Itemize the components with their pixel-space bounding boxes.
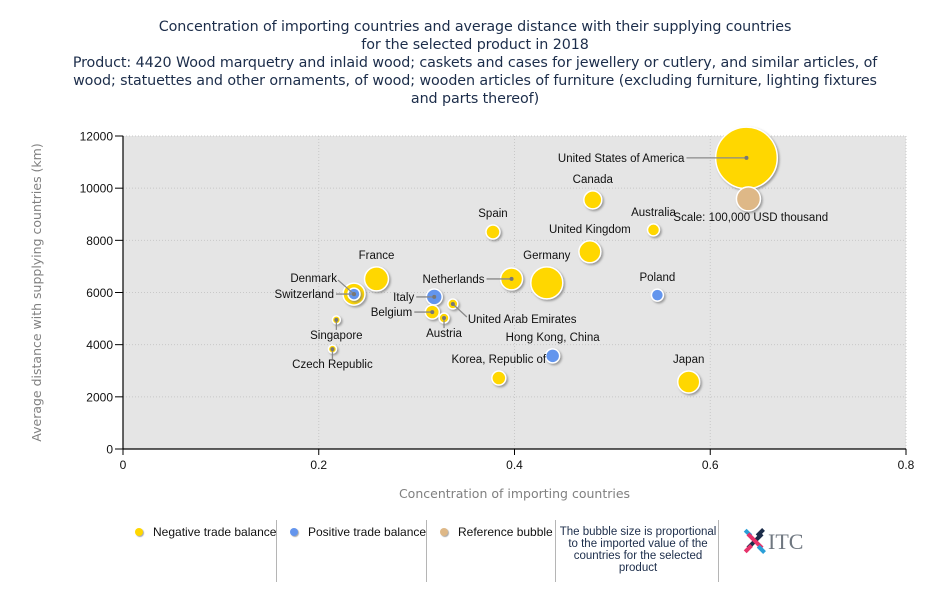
bubble-poland — [650, 288, 665, 302]
axes: 0 2000 4000 6000 8000 10000 12000 0 0.2 0.4 0.6 0.8 — [80, 130, 915, 473]
x-axis-label: Concentration of importing countries — [399, 486, 630, 501]
tan-dot-icon — [440, 528, 448, 536]
label-hong-kong-china: Hong Kong, China — [506, 332, 601, 344]
title-line: for the selected product in 2018 — [361, 37, 589, 53]
bubble-hong-kong-china — [544, 348, 561, 364]
bubble-france — [363, 266, 390, 292]
leader-dot — [744, 155, 749, 160]
itc-logo[interactable]: ITC — [742, 528, 812, 554]
gridlines — [123, 135, 907, 449]
leader-line — [337, 279, 355, 295]
leader-dot — [432, 294, 437, 299]
y-tick-label: 2000 — [86, 390, 113, 404]
bubble-united-kingdom — [578, 240, 602, 264]
legend-divider — [426, 520, 427, 582]
label-denmark: Denmark — [290, 273, 337, 285]
label-france: France — [359, 250, 395, 262]
title-line: wood; statuettes and other ornaments, of… — [73, 73, 877, 89]
label-singapore: Singapore — [310, 330, 362, 342]
x-tick-label: 0.4 — [506, 458, 523, 472]
bubble-australia — [646, 223, 661, 237]
legend-divider — [276, 520, 277, 582]
label-poland: Poland — [639, 272, 675, 284]
y-tick-label: 4000 — [86, 338, 113, 352]
label-canada: Canada — [573, 174, 614, 186]
label-germany: Germany — [523, 250, 571, 262]
x-tick-label: 0.2 — [310, 458, 327, 472]
label-korea-republic-of: Korea, Republic of — [452, 354, 547, 366]
label-switzerland: Switzerland — [275, 289, 334, 301]
bubble-korea-republic-of — [491, 370, 507, 386]
leader-dot — [330, 347, 335, 352]
x-tick-label: 0.6 — [702, 458, 719, 472]
itc-logo-text: ITC — [768, 529, 804, 554]
label-austria: Austria — [426, 328, 462, 340]
yellow-dot-icon — [135, 528, 143, 536]
title-line: Concentration of importing countries and… — [158, 19, 792, 35]
bubble-spain — [485, 224, 501, 240]
label-spain: Spain — [478, 208, 507, 220]
leader-dot — [430, 310, 435, 315]
y-tick-label: 6000 — [86, 286, 113, 300]
legend-label: Reference bubble — [458, 525, 553, 539]
legend-divider — [718, 520, 719, 582]
label-netherlands: Netherlands — [423, 274, 485, 286]
leader-dot — [334, 317, 339, 322]
y-tick-label: 12000 — [80, 130, 114, 144]
legend-label: Positive trade balance — [308, 525, 427, 539]
leader-dot — [450, 301, 455, 306]
label-united-states-of-america: United States of America — [558, 153, 685, 165]
title-line: Product: 4420 Wood marquetry and inlaid … — [72, 55, 878, 71]
y-tick-label: 0 — [106, 443, 113, 457]
bubble-labels: United States of America Scale: 100,000 U… — [275, 153, 829, 371]
y-tick-label: 8000 — [86, 234, 113, 248]
y-tick-label: 10000 — [80, 182, 114, 196]
leader-dot — [442, 316, 447, 321]
label-italy: Italy — [393, 292, 414, 304]
label-japan: Japan — [673, 354, 704, 366]
bubble-japan — [676, 370, 701, 394]
bubble-chart: 0 2000 4000 6000 8000 10000 12000 0 0.2 0.4 0.6 0.8… — [29, 126, 915, 501]
x-tick-label: 0.8 — [898, 458, 915, 472]
chart-title: Concentration of importing countries and… — [0, 18, 950, 108]
leader-line — [452, 303, 468, 318]
label-united-kingdom: United Kingdom — [549, 224, 631, 236]
legend-label: Negative trade balance — [153, 525, 277, 539]
label-scale-100-000-usd-thousand: Scale: 100,000 USD thousand — [673, 212, 828, 224]
label-united-arab-emirates: United Arab Emirates — [468, 314, 577, 326]
blue-dot-icon — [290, 528, 298, 536]
leader-dot — [509, 276, 514, 281]
bubble-canada — [583, 190, 603, 210]
label-czech-republic: Czech Republic — [292, 359, 373, 371]
y-axis-label: Average distance with supplying countrie… — [29, 143, 44, 441]
bubble-germany — [530, 266, 564, 300]
x-tick-label: 0 — [120, 458, 127, 472]
bubble-size-note: The bubble size is proportional to the i… — [559, 526, 717, 574]
leader-dot — [351, 292, 356, 297]
legend: Negative trade balance Positive trade ba… — [0, 520, 950, 582]
bubbles — [327, 126, 779, 394]
label-belgium: Belgium — [371, 307, 413, 319]
bubble-scale-100-000-usd-thousand — [735, 186, 762, 212]
legend-divider — [555, 520, 556, 582]
itc-logo-icon — [743, 528, 766, 554]
label-australia: Australia — [631, 207, 676, 219]
title-line: and parts thereof) — [410, 91, 540, 107]
